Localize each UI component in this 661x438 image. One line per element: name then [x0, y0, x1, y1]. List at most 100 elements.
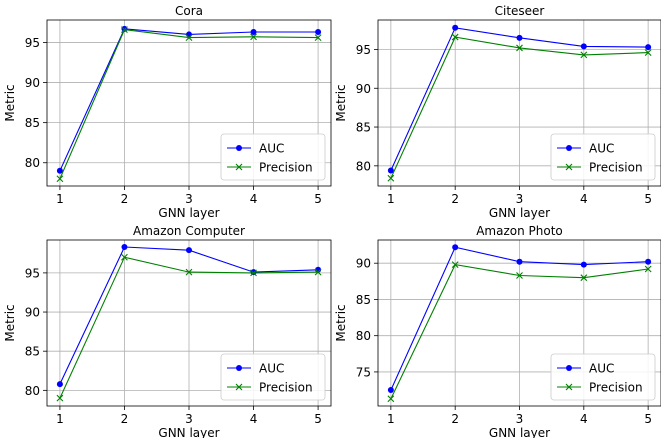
- y-tick-label: 85: [356, 121, 371, 135]
- data-point-auc: [580, 43, 587, 50]
- data-point-precision: [516, 272, 523, 279]
- y-tick-label: 85: [356, 293, 371, 307]
- y-tick-label: 85: [25, 345, 40, 359]
- legend-label-precision: Precision: [259, 381, 313, 395]
- data-point-precision: [185, 34, 193, 42]
- legend-box: [550, 133, 656, 181]
- data-point-auc: [387, 167, 394, 174]
- legend-marker-precision: [235, 163, 243, 171]
- chart-title: Cora: [175, 4, 203, 18]
- y-tick-label: 80: [25, 156, 40, 170]
- y-tick-label: 90: [25, 306, 40, 320]
- chart-title: Amazon Computer: [133, 224, 245, 238]
- plot-frame: [377, 239, 661, 407]
- data-point-auc: [250, 269, 257, 276]
- y-tick-label: 90: [356, 257, 371, 271]
- chart-title: Amazon Photo: [476, 224, 563, 238]
- x-tick-label: 5: [644, 192, 652, 206]
- legend-marker-auc: [566, 365, 572, 371]
- data-point-auc: [387, 387, 394, 394]
- legend-label-precision: Precision: [259, 161, 313, 175]
- data-point-auc: [452, 244, 459, 251]
- x-tick-label: 4: [250, 192, 258, 206]
- legend-marker-precision: [565, 163, 573, 171]
- x-tick-label: 5: [314, 192, 322, 206]
- legend-box: [220, 133, 326, 181]
- data-point-auc: [452, 24, 459, 31]
- legend-label-precision: Precision: [589, 381, 643, 395]
- subplot-cora: 1 2 3 4 5 80 85 90 95 Cora GNN layer Metric AUC Preci…: [3, 4, 332, 220]
- data-point-precision: [56, 175, 64, 183]
- x-axis-label: GNN layer: [489, 426, 550, 438]
- data-point-precision: [314, 34, 322, 42]
- legend-label-auc: AUC: [589, 362, 614, 376]
- data-point-precision: [185, 268, 193, 276]
- x-axis-label: GNN layer: [489, 206, 550, 220]
- data-point-precision: [516, 44, 523, 52]
- y-axis-label: Metric: [3, 304, 17, 341]
- data-point-precision: [451, 261, 459, 269]
- x-tick-label: 5: [644, 412, 652, 426]
- data-point-auc: [516, 34, 523, 41]
- data-point-precision: [121, 26, 128, 34]
- y-tick-label: 85: [25, 116, 40, 130]
- y-axis-label: Metric: [334, 304, 348, 341]
- data-point-precision: [387, 174, 395, 182]
- x-tick-label: 1: [56, 192, 64, 206]
- subplot-amazon-photo: 1 2 3 4 5 75 80 85 90 Amazon Photo GNN layer Metric…: [334, 224, 661, 438]
- legend-label-precision: Precision: [589, 161, 643, 175]
- legend-marker-precision: [235, 383, 243, 391]
- x-tick-label: 1: [387, 192, 395, 206]
- x-axis-label: GNN layer: [158, 426, 219, 438]
- x-tick-label: 3: [516, 412, 524, 426]
- y-tick-label: 90: [356, 82, 371, 96]
- subplot-amazon-computer: 1 2 3 4 5 80 85 90 95 Amazon Computer GNN layer Met…: [3, 224, 332, 438]
- legend: AUC Precision: [220, 353, 326, 401]
- y-tick-label: 95: [356, 43, 371, 57]
- data-point-auc: [56, 167, 63, 174]
- x-tick-label: 3: [185, 192, 193, 206]
- y-tick-label: 80: [356, 329, 371, 343]
- data-point-precision: [580, 274, 588, 282]
- data-point-precision: [644, 265, 652, 273]
- x-tick-label: 3: [185, 412, 193, 426]
- chart-title: Citeseer: [495, 4, 545, 18]
- legend-marker-auc: [236, 365, 242, 371]
- plot-frame: [46, 19, 332, 187]
- data-point-precision: [121, 253, 128, 261]
- x-tick-label: 1: [56, 412, 64, 426]
- x-tick-label: 4: [580, 192, 588, 206]
- x-tick-label: 4: [250, 412, 258, 426]
- y-axis-label: Metric: [3, 84, 17, 121]
- data-point-auc: [315, 29, 322, 36]
- legend-label-auc: AUC: [589, 142, 614, 156]
- x-tick-label: 2: [451, 412, 459, 426]
- data-point-precision: [644, 49, 652, 56]
- legend-box: [220, 353, 326, 401]
- data-point-precision: [387, 395, 395, 403]
- data-point-auc: [645, 44, 652, 51]
- y-tick-label: 95: [25, 36, 40, 50]
- y-tick-label: 75: [356, 365, 371, 379]
- x-tick-label: 2: [121, 192, 129, 206]
- x-tick-label: 5: [314, 412, 322, 426]
- x-tick-label: 2: [451, 192, 459, 206]
- legend: AUC Precision: [550, 133, 656, 181]
- data-point-precision: [250, 33, 257, 41]
- plot-frame: [377, 19, 661, 187]
- data-point-precision: [56, 394, 64, 402]
- data-point-auc: [580, 261, 587, 268]
- legend-label-auc: AUC: [259, 142, 284, 156]
- x-tick-label: 2: [121, 412, 129, 426]
- data-point-auc: [186, 247, 192, 254]
- subplot-citeseer: 1 2 3 4 5 80 85 90 95 Citeseer GNN layer Metric AUC P…: [334, 4, 661, 220]
- y-tick-label: 95: [25, 266, 40, 280]
- legend-box: [550, 353, 656, 401]
- x-tick-label: 4: [580, 412, 588, 426]
- legend-label-auc: AUC: [259, 362, 284, 376]
- data-point-auc: [250, 29, 257, 36]
- data-point-precision: [451, 33, 459, 41]
- x-tick-label: 1: [387, 412, 395, 426]
- data-point-auc: [186, 31, 192, 38]
